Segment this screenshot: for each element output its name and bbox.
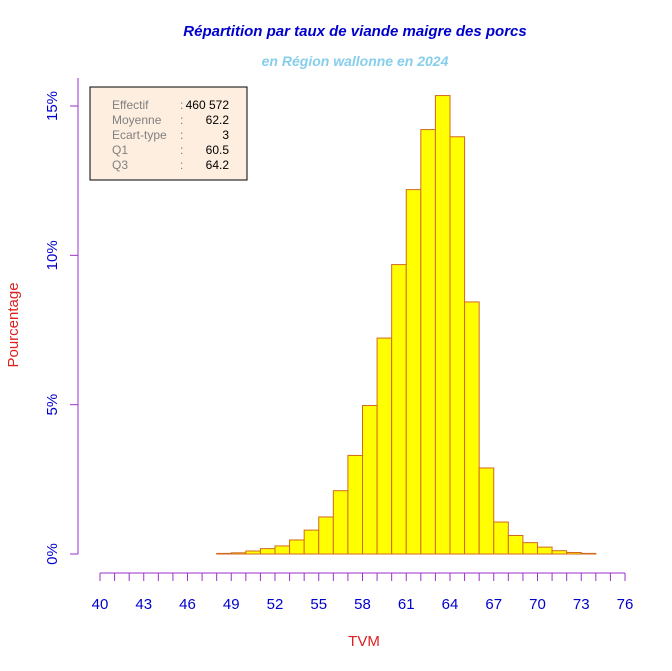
x-tick-label: 61 [398,596,415,613]
y-tick-label: 5% [44,394,61,416]
stats-separator: : [180,113,183,127]
histogram-bar [566,552,582,555]
stats-value: 3 [222,128,229,142]
stats-box: Effectif:460 572Moyenne:62.2Ecart-type:3… [89,86,248,181]
x-tick-label: 55 [310,596,327,613]
y-tick-label: 0% [44,543,61,565]
histogram-bar [362,405,378,555]
stats-label: Q1 [112,143,128,157]
x-tick-label: 40 [92,596,109,613]
stats-separator: : [180,98,183,112]
histogram-bar [434,95,451,555]
histogram-bar [493,521,509,555]
histogram-bar [537,546,553,555]
x-tick-label: 49 [223,596,240,613]
chart-subtitle: en Région wallonne en 2024 [262,53,449,69]
x-tick-label: 70 [529,596,546,613]
x-tick-label: 43 [135,596,152,613]
y-tick-label: 15% [44,91,61,121]
histogram-bar [376,337,393,555]
x-tick-label: 64 [442,596,459,613]
stats-box-frame [89,86,248,181]
x-tick-label: 46 [179,596,196,613]
histogram-bar [245,550,261,555]
chart-title: Répartition par taux de viande maigre de… [183,23,526,40]
y-tick-label: 10% [44,240,61,270]
histogram-bar [274,545,291,555]
histogram-bar [230,552,247,555]
x-tick-label: 76 [617,596,634,613]
stats-label: Q3 [112,158,128,172]
histogram-bar [405,189,422,555]
histogram-bar [478,467,495,555]
histogram-bar [522,542,538,555]
stats-label: Ecart-type [112,128,167,142]
x-tick-label: 58 [354,596,371,613]
histogram-bar [420,129,436,555]
histogram-bar [449,136,466,555]
bars-group [216,95,597,555]
stats-value: 60.5 [206,143,230,157]
stats-separator: : [180,143,183,157]
histogram-bar [507,534,524,555]
histogram-bar [289,539,305,555]
histogram-bar [464,301,480,555]
x-tick-label: 67 [485,596,502,613]
histogram-bar [318,516,334,555]
histogram-bar [347,454,364,555]
stats-value: 64.2 [206,158,230,172]
histogram-bar [551,550,568,555]
stats-separator: : [180,128,183,142]
stats-label: Moyenne [112,113,162,127]
stats-separator: : [180,158,183,172]
stats-value: 62.2 [206,113,230,127]
y-axis-label: Pourcentage [5,282,22,367]
histogram-bar [391,264,407,555]
x-tick-label: 73 [573,596,590,613]
histogram-bar [216,552,232,555]
histogram-bar [259,548,276,555]
x-axis-label: TVM [348,633,380,650]
stats-label: Effectif [112,98,149,112]
y-axis: 0% 5% 10% 15% [44,78,79,565]
x-tick-label: 52 [267,596,284,613]
histogram-bar [303,529,320,555]
x-axis: 40 43 46 49 52 55 58 61 64 67 70 73 76 [92,572,634,613]
stats-value: 460 572 [186,98,230,112]
histogram-bar [580,552,597,555]
histogram-bar [332,490,349,555]
